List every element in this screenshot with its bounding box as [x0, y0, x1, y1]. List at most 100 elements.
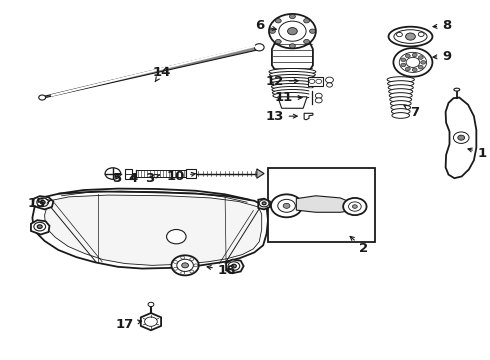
Text: 16: 16 [207, 264, 236, 277]
Ellipse shape [390, 96, 412, 102]
Circle shape [396, 32, 402, 37]
Text: 5: 5 [113, 172, 122, 185]
Ellipse shape [392, 109, 410, 114]
Circle shape [288, 28, 297, 35]
Circle shape [269, 14, 316, 48]
Circle shape [418, 66, 423, 69]
Text: 6: 6 [255, 19, 276, 32]
Ellipse shape [270, 72, 316, 78]
Text: 2: 2 [350, 237, 368, 255]
Circle shape [309, 79, 315, 84]
Circle shape [279, 21, 306, 41]
Text: 11: 11 [274, 91, 302, 104]
Circle shape [421, 60, 426, 64]
Circle shape [304, 19, 310, 23]
Circle shape [278, 199, 295, 212]
Circle shape [173, 261, 177, 264]
FancyBboxPatch shape [125, 168, 132, 179]
Ellipse shape [394, 30, 427, 43]
Circle shape [259, 200, 269, 207]
Polygon shape [445, 98, 476, 178]
Text: 10: 10 [167, 170, 196, 183]
Ellipse shape [389, 27, 433, 46]
Polygon shape [141, 313, 161, 330]
Bar [268, 168, 375, 242]
Circle shape [316, 93, 322, 98]
Circle shape [262, 202, 266, 205]
Ellipse shape [273, 93, 312, 99]
Polygon shape [32, 192, 268, 269]
Circle shape [283, 203, 290, 208]
Text: 13: 13 [265, 110, 297, 123]
Circle shape [290, 14, 295, 19]
Circle shape [34, 222, 46, 231]
Polygon shape [31, 220, 49, 234]
Circle shape [290, 44, 295, 48]
Circle shape [412, 68, 417, 72]
Circle shape [190, 270, 194, 273]
Text: 3: 3 [145, 172, 160, 185]
Ellipse shape [271, 81, 314, 87]
Ellipse shape [269, 68, 316, 75]
Circle shape [271, 194, 302, 217]
Polygon shape [257, 169, 264, 178]
Polygon shape [258, 199, 270, 210]
Circle shape [348, 202, 361, 211]
Ellipse shape [270, 75, 315, 81]
Circle shape [275, 19, 281, 23]
Circle shape [406, 33, 416, 40]
Ellipse shape [387, 77, 415, 82]
Circle shape [401, 58, 406, 62]
Circle shape [181, 271, 185, 274]
Ellipse shape [391, 105, 411, 111]
Text: 17: 17 [115, 318, 142, 331]
Polygon shape [272, 42, 313, 71]
Circle shape [105, 168, 121, 179]
Circle shape [231, 264, 236, 268]
Circle shape [145, 317, 157, 326]
Ellipse shape [391, 101, 411, 106]
Circle shape [148, 302, 154, 307]
Circle shape [310, 29, 316, 33]
Polygon shape [32, 196, 53, 210]
Circle shape [181, 256, 185, 259]
Ellipse shape [388, 81, 414, 86]
Circle shape [40, 201, 45, 204]
Text: 14: 14 [152, 66, 171, 82]
Polygon shape [42, 45, 260, 98]
Text: 8: 8 [433, 19, 451, 32]
Circle shape [405, 67, 410, 71]
Ellipse shape [389, 89, 413, 94]
Circle shape [316, 79, 322, 84]
Circle shape [275, 40, 281, 44]
Text: 1: 1 [468, 147, 487, 159]
FancyBboxPatch shape [308, 77, 323, 86]
Circle shape [316, 98, 322, 103]
Circle shape [172, 255, 199, 275]
Circle shape [177, 259, 194, 271]
Circle shape [405, 54, 410, 58]
Ellipse shape [272, 86, 313, 93]
Circle shape [352, 205, 357, 208]
Circle shape [418, 56, 423, 59]
Circle shape [325, 77, 333, 83]
Polygon shape [278, 97, 307, 108]
Ellipse shape [271, 84, 314, 90]
Text: 9: 9 [433, 50, 451, 63]
FancyBboxPatch shape [186, 169, 196, 178]
Polygon shape [304, 113, 313, 120]
Circle shape [173, 267, 177, 270]
Circle shape [326, 83, 332, 87]
Circle shape [393, 48, 433, 77]
Circle shape [406, 57, 420, 67]
Circle shape [37, 225, 42, 228]
Polygon shape [45, 195, 262, 265]
Circle shape [343, 198, 367, 215]
Text: 15: 15 [28, 197, 51, 210]
Circle shape [39, 95, 46, 100]
Text: 12: 12 [266, 75, 298, 88]
Circle shape [412, 53, 417, 57]
Polygon shape [226, 260, 244, 273]
Ellipse shape [389, 93, 412, 98]
Circle shape [182, 263, 189, 268]
